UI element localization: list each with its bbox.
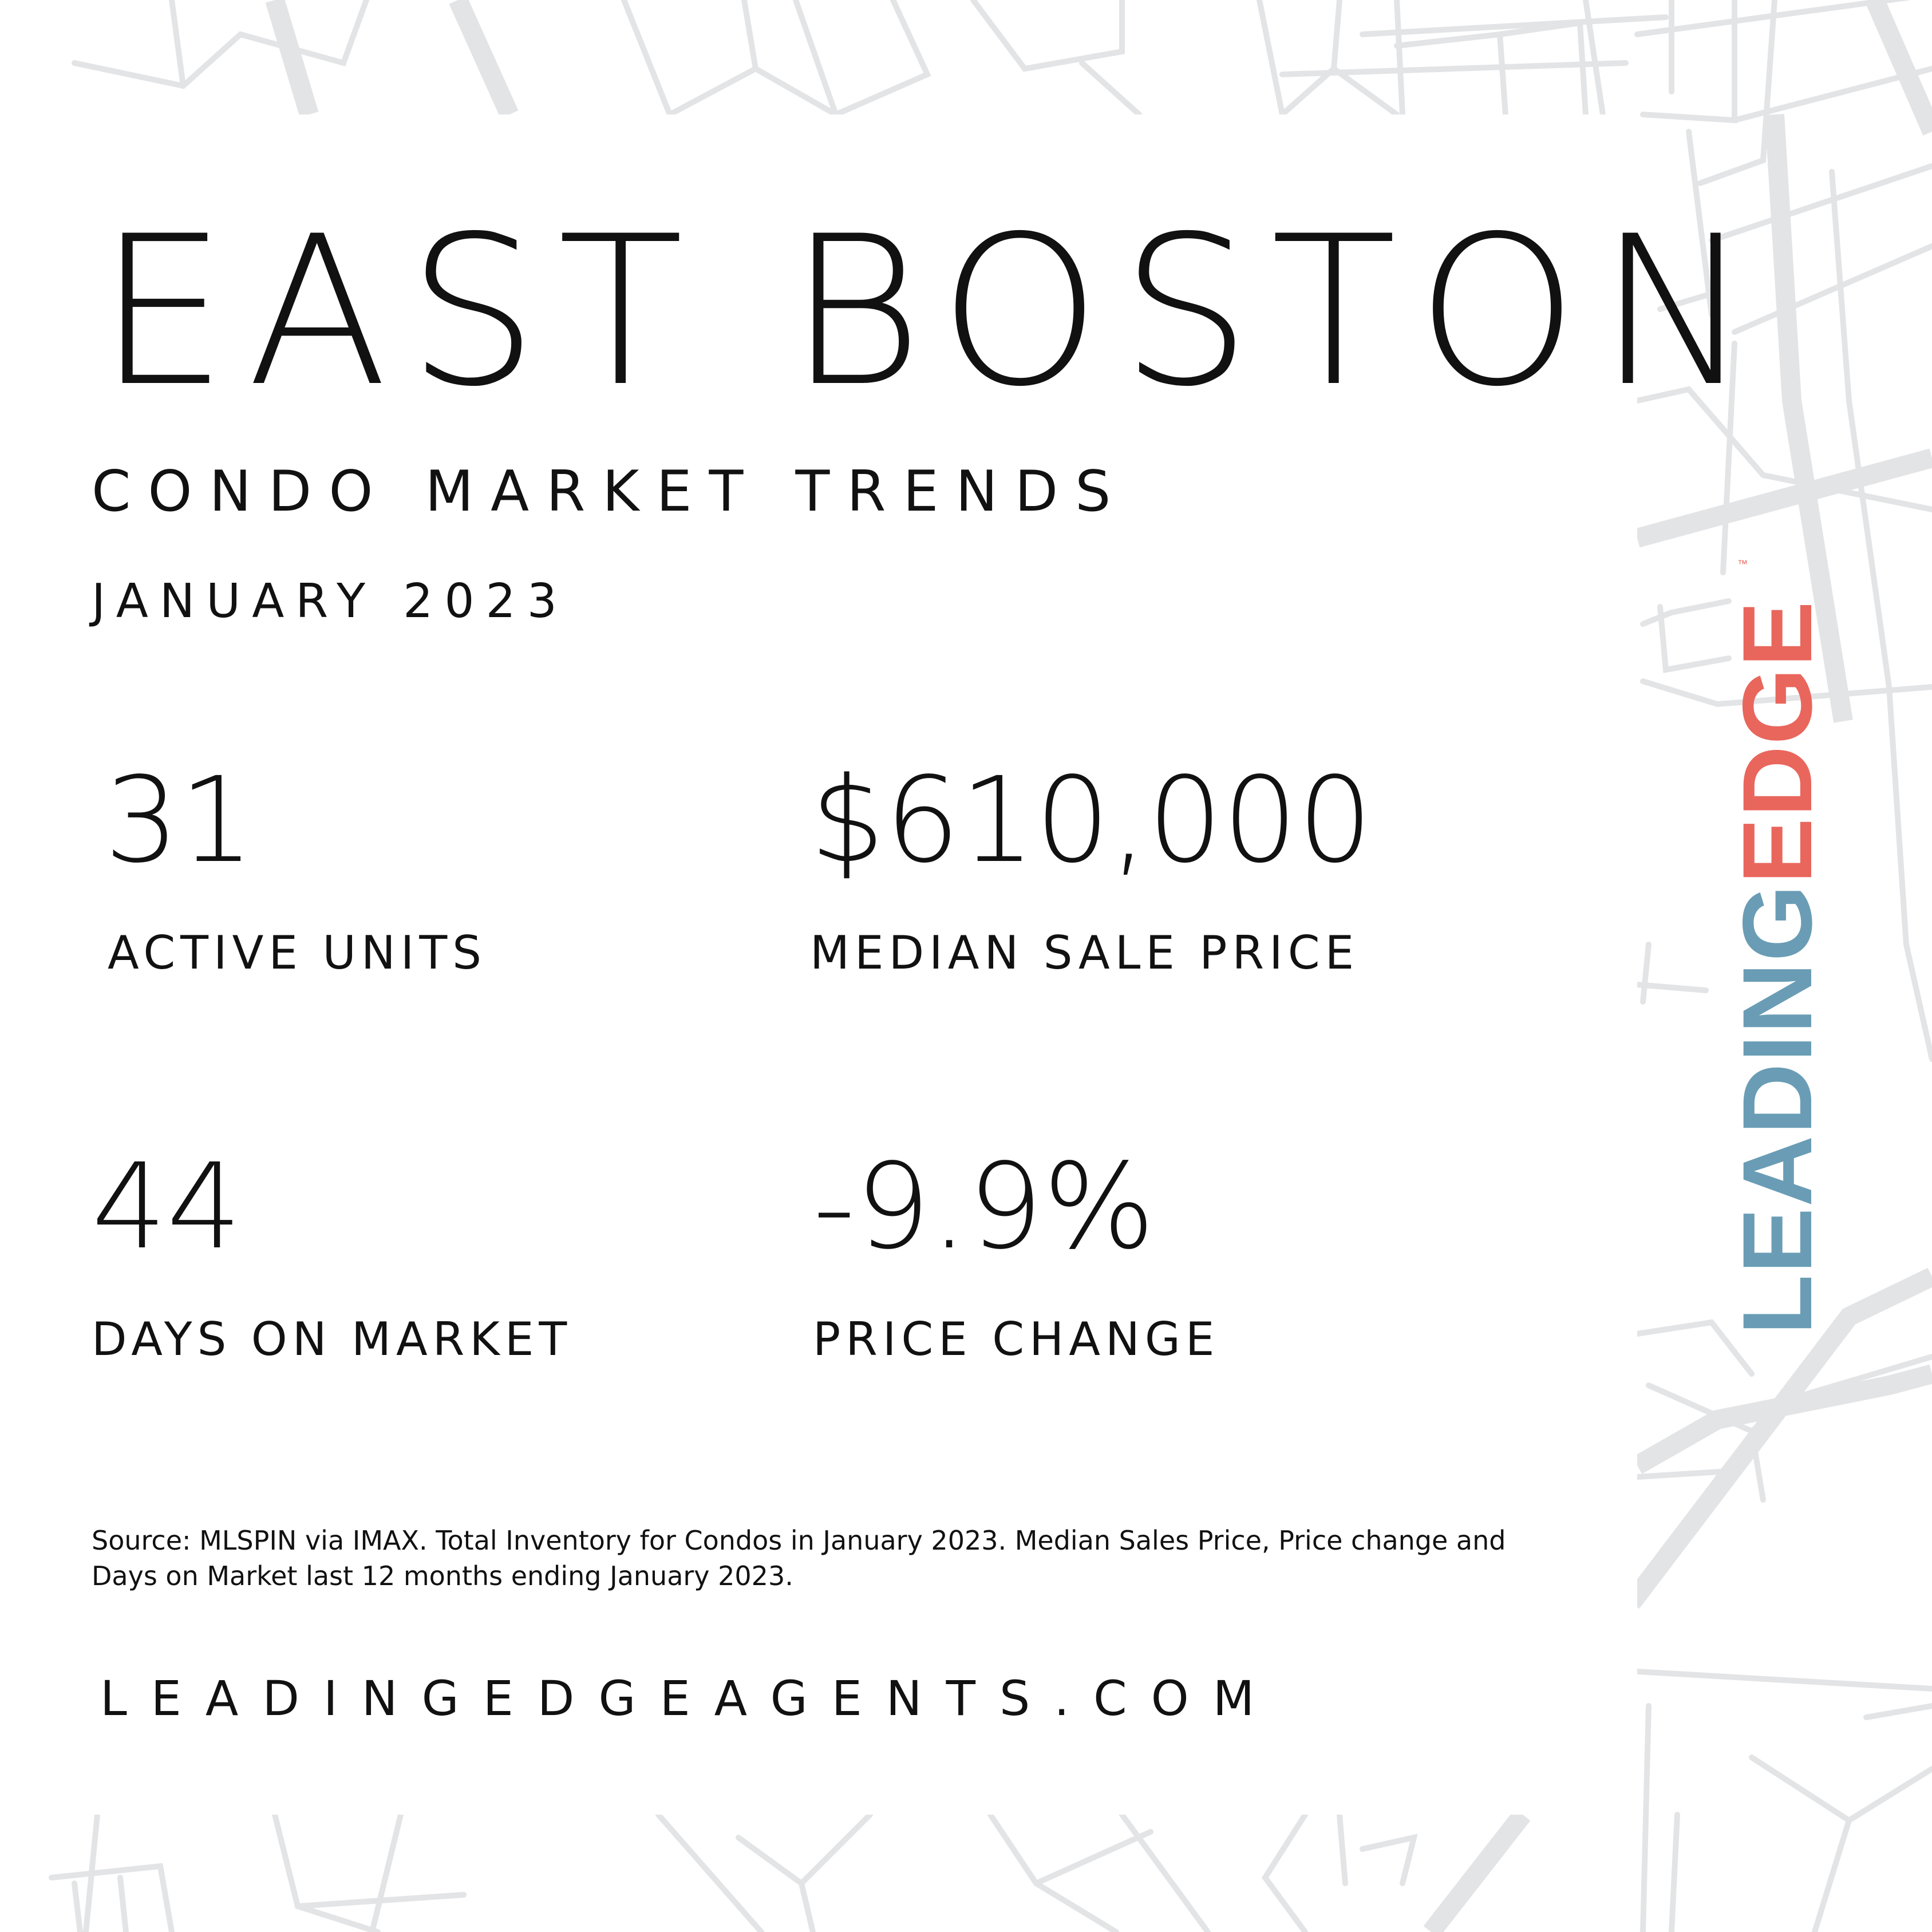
content-card: EAST BOSTON CONDO MARKET TRENDS JANUARY … — [74, 114, 1752, 1815]
median-sale-price-label: MEDIAN SALE PRICE — [810, 926, 1360, 979]
days-on-market-label: DAYS ON MARKET — [92, 1313, 572, 1366]
price-change-value: -9.9% — [813, 1138, 1155, 1275]
active-units-label: ACTIVE UNITS — [108, 926, 487, 979]
logo-edge-text: EDGE — [1722, 600, 1832, 884]
report-period: JANUARY 2023 — [92, 574, 568, 629]
website-link[interactable]: LEADINGEDGEAGENTS.COM — [100, 1670, 1279, 1726]
price-change-label: PRICE CHANGE — [813, 1313, 1220, 1366]
median-sale-price-value: $610,000 — [810, 752, 1373, 889]
days-on-market-value: 44 — [92, 1138, 242, 1275]
logo-leading-text: LEADING — [1722, 883, 1832, 1335]
page-title: EAST BOSTON — [97, 192, 1772, 432]
trademark-mark: ™ — [1737, 558, 1748, 570]
leading-edge-logo: LEADINGEDGE — [1722, 558, 1832, 1377]
active-units-value: 31 — [104, 752, 255, 889]
source-note: Source: MLSPIN via IMAX. Total Inventory… — [92, 1525, 1506, 1591]
report-subtitle: CONDO MARKET TRENDS — [92, 459, 1128, 524]
